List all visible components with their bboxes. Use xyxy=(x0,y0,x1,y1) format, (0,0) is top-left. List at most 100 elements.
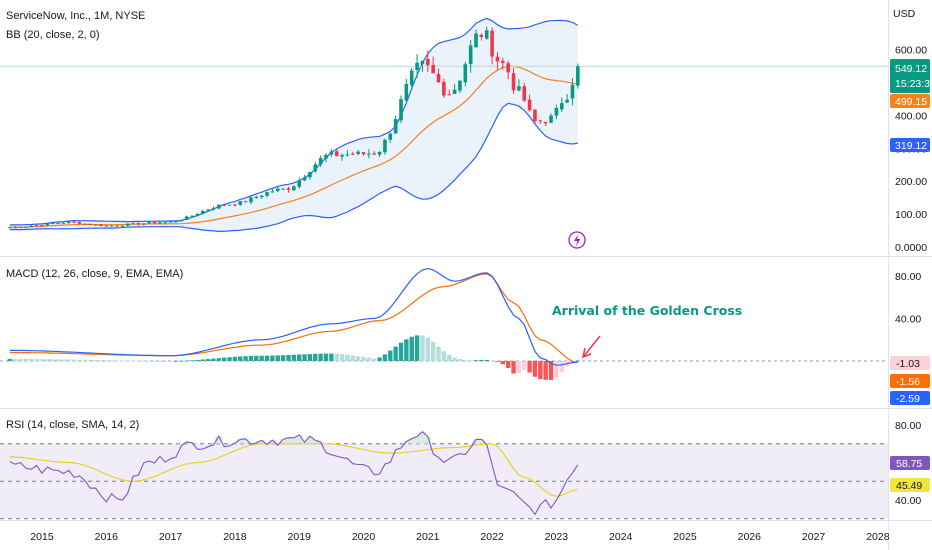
macd-histogram-bar xyxy=(527,361,532,373)
candle xyxy=(158,221,162,225)
bb-upper-line xyxy=(9,17,579,226)
time-axis-tick: 2026 xyxy=(738,531,762,543)
time-axis-tick: 2015 xyxy=(30,531,54,543)
macd-histogram-bar xyxy=(516,361,522,374)
macd-histogram-bar xyxy=(221,357,227,361)
macd-histogram-bar xyxy=(382,354,388,361)
candle xyxy=(56,222,60,224)
candle-body xyxy=(163,222,168,224)
macd-histogram-bar xyxy=(264,355,270,361)
candle xyxy=(136,222,141,226)
candle xyxy=(45,222,50,227)
candle xyxy=(458,79,462,94)
candle xyxy=(538,119,543,124)
macd-axis-tick: 40.00 xyxy=(895,314,921,326)
candle xyxy=(356,150,360,156)
candle-body xyxy=(350,153,355,155)
candle xyxy=(324,153,328,163)
candle xyxy=(484,26,489,40)
macd-histogram-bar xyxy=(29,358,34,361)
macd-histogram-bar xyxy=(200,359,205,361)
macd-histogram-bar xyxy=(436,346,441,361)
candle xyxy=(72,221,76,224)
candle xyxy=(109,224,114,227)
macd-histogram-bar xyxy=(7,358,13,361)
candle xyxy=(152,220,157,224)
candle-body xyxy=(265,192,269,196)
svg-text:-2.59: -2.59 xyxy=(896,393,920,405)
candle xyxy=(8,226,12,229)
candle-body xyxy=(356,151,360,154)
macd-histogram-bar xyxy=(130,360,136,362)
candle-body xyxy=(554,107,559,116)
candle xyxy=(554,104,559,120)
bb-basis-line xyxy=(9,65,578,228)
macd-histogram-bar xyxy=(157,360,163,362)
candle-body xyxy=(511,73,516,91)
price-axis-tick: 100.00 xyxy=(895,209,927,221)
golden-cross-annotation: Arrival of the Golden Cross xyxy=(552,303,742,318)
rsi-line xyxy=(9,430,579,516)
macd-histogram-bar xyxy=(254,355,259,361)
candle xyxy=(361,151,366,156)
macd-histogram-bar xyxy=(447,354,452,361)
svg-text:549.12: 549.12 xyxy=(895,63,927,75)
svg-text:-1.03: -1.03 xyxy=(896,358,920,370)
candle-body xyxy=(313,164,318,172)
macd-histogram-bar xyxy=(329,353,334,361)
candle-body xyxy=(570,84,575,99)
candle xyxy=(426,50,430,72)
candle xyxy=(522,82,527,103)
macd-histogram-bar xyxy=(216,358,222,361)
annotation-arrow-icon xyxy=(581,335,601,359)
candle xyxy=(340,153,344,161)
candle xyxy=(292,185,296,192)
macd-histogram-bar xyxy=(168,361,173,362)
macd-histogram-bar xyxy=(398,342,404,361)
macd-histogram-bar xyxy=(163,360,168,362)
candle-body xyxy=(517,86,521,91)
candle xyxy=(372,150,377,155)
macd-histogram-bar xyxy=(302,354,307,361)
candle xyxy=(511,67,516,94)
candle-body xyxy=(308,172,312,178)
candle-body xyxy=(8,227,12,229)
macd-histogram-bar xyxy=(430,341,436,361)
candle xyxy=(142,223,146,226)
candle-body xyxy=(409,70,414,86)
candle-body xyxy=(393,119,398,134)
candle-body xyxy=(238,201,243,205)
macd-histogram-bar xyxy=(211,358,216,361)
candle xyxy=(254,195,259,199)
macd-histogram-bar xyxy=(179,360,184,362)
candle xyxy=(447,89,452,96)
candle xyxy=(66,220,71,224)
macd-histogram-bar xyxy=(500,361,506,365)
macd-histogram-bar xyxy=(345,354,350,361)
candle xyxy=(506,60,510,80)
candle-body xyxy=(61,222,66,224)
candle-body xyxy=(195,213,200,216)
candle xyxy=(383,138,387,155)
candle-body xyxy=(436,73,441,83)
candle xyxy=(409,67,414,89)
candle-body xyxy=(399,99,403,121)
candle xyxy=(399,95,403,124)
macd-histogram-bar xyxy=(270,355,275,361)
candle xyxy=(227,204,232,206)
time-axis-tick: 2018 xyxy=(223,531,247,543)
candle-body xyxy=(501,60,505,64)
candle-body xyxy=(431,64,435,74)
candle-body xyxy=(83,223,87,225)
macd-histogram-bar xyxy=(275,355,280,361)
candle xyxy=(18,226,23,228)
candle-body xyxy=(415,62,419,70)
earnings-lightning-icon[interactable] xyxy=(568,231,586,249)
candle xyxy=(431,56,435,74)
macd-histogram-bar xyxy=(248,355,254,361)
time-axis-tick: 2019 xyxy=(288,531,312,543)
macd-histogram-bar xyxy=(184,360,189,362)
candle-body xyxy=(302,177,307,181)
macd-histogram-bar xyxy=(366,357,372,361)
candle-body xyxy=(211,208,216,210)
